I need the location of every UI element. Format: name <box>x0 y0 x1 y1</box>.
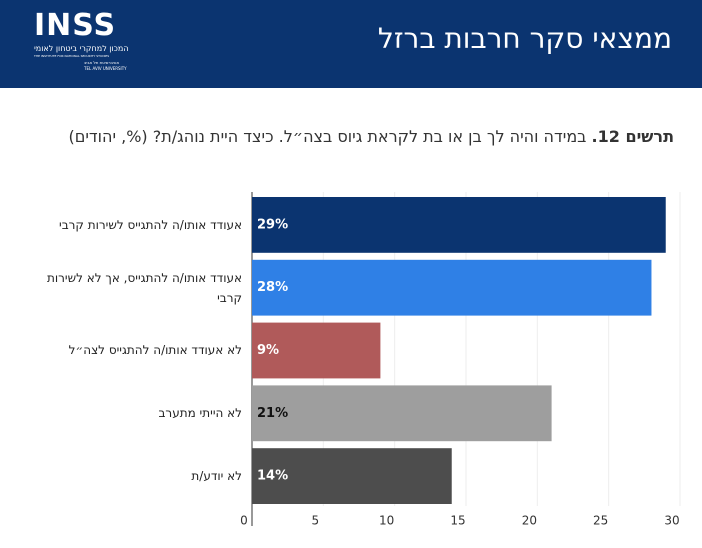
header-title: ממצאי סקר חרבות ברזל <box>377 22 672 55</box>
value-label: 21% <box>257 406 288 421</box>
category-label: לא יודע/ת <box>191 469 242 484</box>
x-tick-label: 0 <box>240 514 248 528</box>
header: INSS המכון למחקרי ביטחון לאומי THE INSTI… <box>0 0 702 88</box>
logo-english: THE INSTITUTE FOR NATIONAL SECURITY STUD… <box>34 54 110 58</box>
x-tick-label: 20 <box>522 514 537 528</box>
x-tick-label: 10 <box>379 514 394 528</box>
bar <box>252 259 652 316</box>
value-label: 28% <box>257 280 288 295</box>
logo-university-hebrew: אוניברסיטת תל אביב <box>84 60 120 65</box>
bar <box>252 322 381 379</box>
category-label: אעודד אותו/ה להתגייס לשירות קרבי <box>59 217 242 232</box>
chart-title-text: במידה והיה לך בן או בת לקראת גיוס בצה״ל.… <box>68 127 587 146</box>
category-label: לא אעודד אותו/ה להתגייס לצה״ל <box>68 343 242 358</box>
logo-name: INSS <box>34 8 117 43</box>
x-tick-label: 5 <box>312 514 320 528</box>
value-label: 29% <box>257 217 288 232</box>
value-label: 14% <box>257 469 288 484</box>
x-tick-label: 30 <box>664 514 679 528</box>
bar <box>252 448 452 504</box>
x-tick-label: 15 <box>450 514 465 528</box>
value-label: 9% <box>257 343 279 358</box>
logo-hebrew: המכון למחקרי ביטחון לאומי <box>34 44 129 53</box>
category-label: אעודד אותו/ה להתגייס, אך לא לשירות קרבי <box>46 270 242 305</box>
chart-title: תרשים 12. במידה והיה לך בן או בת לקראת ג… <box>34 120 674 153</box>
bar <box>252 197 666 253</box>
chart-number: תרשים 12. <box>591 127 674 146</box>
x-tick-label: 25 <box>593 514 608 528</box>
bar <box>252 385 552 442</box>
category-label: לא הייתי מתערב <box>158 406 242 421</box>
logo-university-english: TEL AVIV UNIVERSITY <box>84 66 127 71</box>
